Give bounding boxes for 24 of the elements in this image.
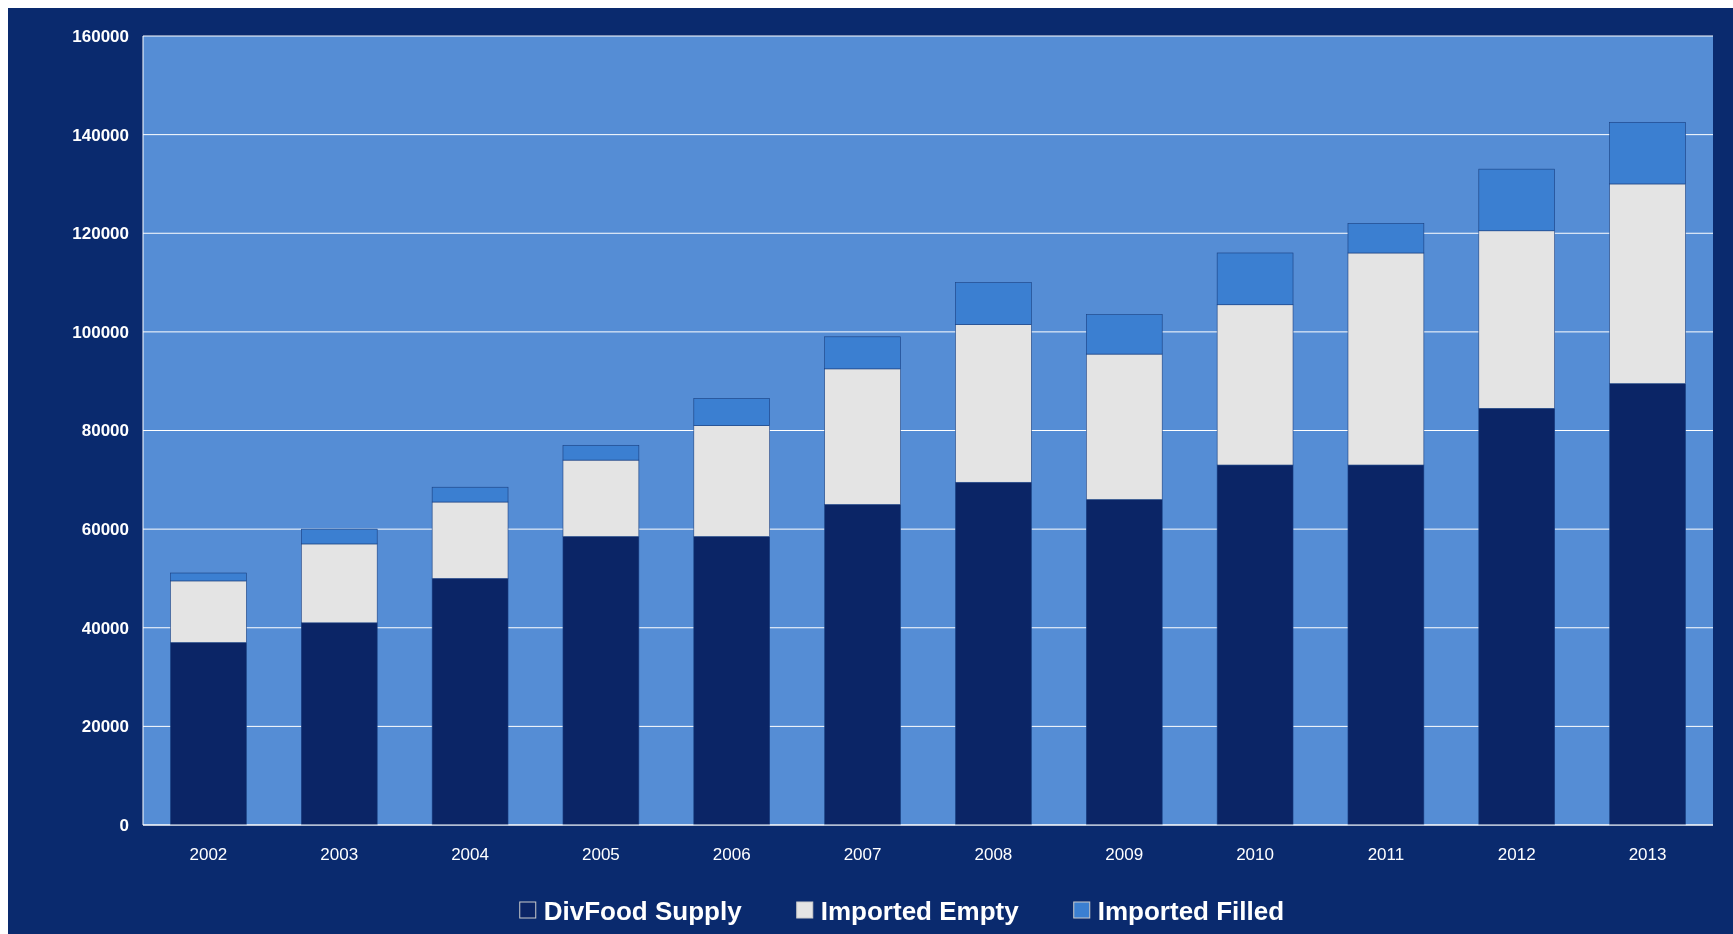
x-tick-label: 2008 xyxy=(974,845,1013,864)
x-tick-label: 2011 xyxy=(1367,845,1405,864)
x-tick-label: 2012 xyxy=(1497,845,1536,864)
x-tick-label: 2007 xyxy=(843,845,882,864)
y-tick-label: 120000 xyxy=(72,224,129,244)
y-tick-label: 140000 xyxy=(72,125,129,145)
x-tick-label: 2002 xyxy=(189,845,228,864)
x-tick-label: 2010 xyxy=(1236,845,1274,864)
x-tick-label: 2004 xyxy=(451,845,489,864)
y-tick-label: 20000 xyxy=(81,717,129,737)
y-tick-label: 0 xyxy=(119,815,129,835)
x-tick-label: 2009 xyxy=(1105,845,1144,864)
y-tick-label: 100000 xyxy=(72,322,129,342)
y-tick-label: 40000 xyxy=(81,618,129,638)
legend-label: DivFood Supply xyxy=(543,896,743,927)
y-tick-label: 160000 xyxy=(72,26,129,46)
y-tick-label: 60000 xyxy=(81,520,129,540)
x-tick-label: 2013 xyxy=(1628,845,1667,864)
legend-label: Imported Empty xyxy=(820,896,1020,927)
x-tick-label: 2006 xyxy=(712,845,751,864)
legend-label: Imported Filled xyxy=(1097,896,1285,927)
x-tick-label: 2005 xyxy=(582,845,620,864)
x-tick-label: 2003 xyxy=(320,845,359,864)
y-tick-label: 80000 xyxy=(81,421,129,441)
